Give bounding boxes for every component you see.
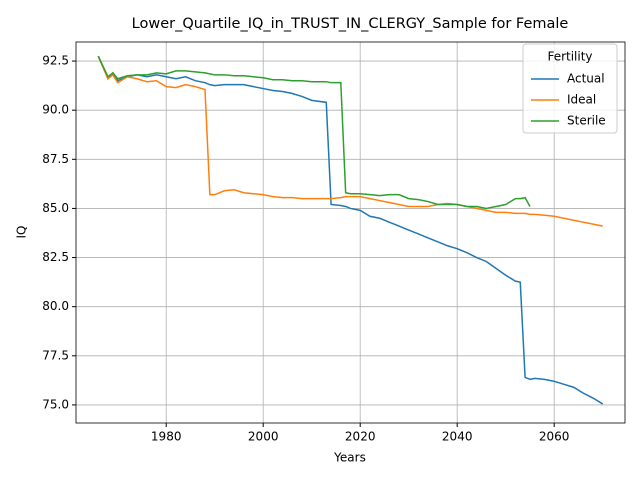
chart-title: Lower_Quartile_IQ_in_TRUST_IN_CLERGY_Sam… <box>132 16 569 32</box>
y-tick-label: 92.5 <box>42 54 69 68</box>
y-tick-label: 80.0 <box>42 299 69 313</box>
x-tick-label: 2020 <box>345 430 376 444</box>
legend-label: Actual <box>567 72 605 86</box>
y-axis-label: IQ <box>15 226 29 239</box>
legend-label: Ideal <box>567 93 596 107</box>
line-series <box>97 55 531 210</box>
line-series <box>97 55 604 405</box>
y-tick-label: 90.0 <box>42 103 69 117</box>
y-tick-label: 77.5 <box>42 348 69 362</box>
y-tick-label: 82.5 <box>42 250 69 264</box>
x-tick-label: 2000 <box>248 430 279 444</box>
legend-title: Fertility <box>547 50 592 64</box>
x-tick-label: 2040 <box>442 430 473 444</box>
x-tick-label: 2060 <box>539 430 570 444</box>
x-tick-label: 1980 <box>151 430 182 444</box>
line-series <box>97 55 603 227</box>
x-axis-label: Years <box>333 451 366 465</box>
y-tick-label: 85.0 <box>42 201 69 215</box>
y-tick-label: 87.5 <box>42 152 69 166</box>
plot-frame <box>75 41 626 424</box>
legend: Fertility Actual Ideal Sterile <box>522 43 618 134</box>
legend-box <box>522 43 618 134</box>
legend-label: Sterile <box>567 114 606 128</box>
y-tick-label: 75.0 <box>42 397 69 411</box>
